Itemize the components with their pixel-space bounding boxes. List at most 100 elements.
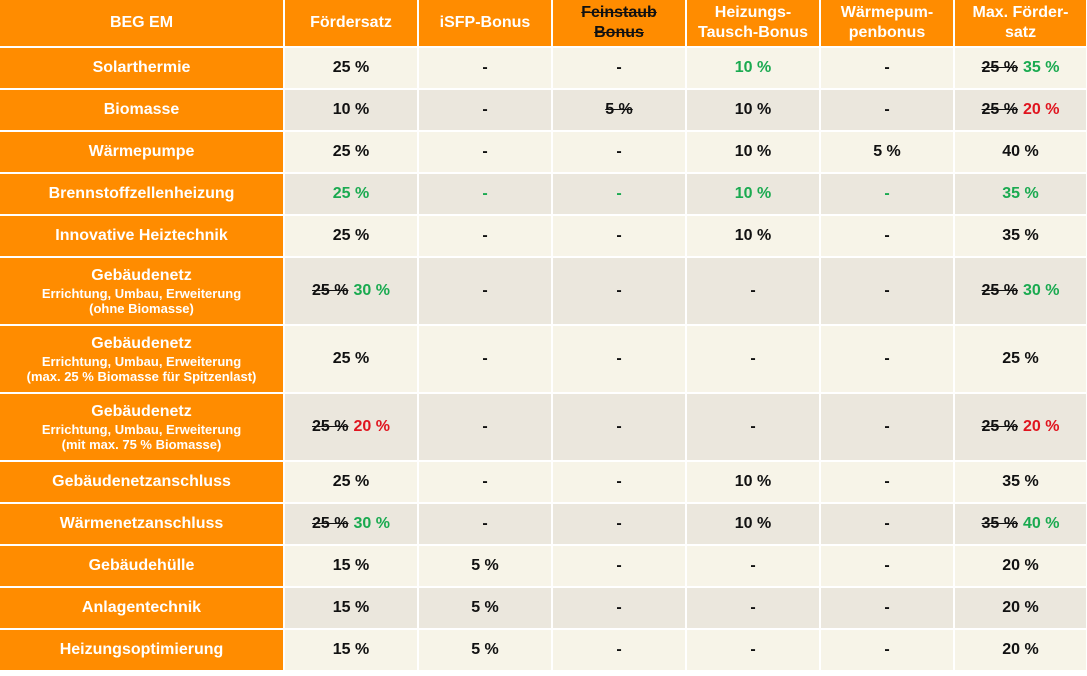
value: - bbox=[884, 515, 890, 532]
value-cell: - bbox=[552, 257, 687, 326]
old-value: 25 % bbox=[981, 59, 1018, 76]
value-cell: 25 % bbox=[284, 131, 419, 174]
value: - bbox=[750, 599, 756, 616]
value-cell: - bbox=[418, 503, 553, 546]
header-row: BEG EM Fördersatz iSFP-Bonus Feinstaub Bo… bbox=[0, 0, 1087, 48]
value-cell: - bbox=[418, 393, 553, 462]
table-row: Solarthermie 25 % - - 10 % - 25 % 35 % bbox=[0, 47, 1087, 90]
value-cell: - bbox=[820, 215, 955, 258]
value: - bbox=[750, 418, 756, 435]
value: 25 % bbox=[332, 143, 370, 160]
value: - bbox=[482, 350, 488, 367]
value: - bbox=[616, 185, 622, 202]
value-cell: 15 % bbox=[284, 629, 419, 672]
header-line: satz bbox=[1004, 24, 1037, 41]
row-label: Gebäudenetz Errichtung, Umbau, Erweiterun… bbox=[0, 257, 285, 326]
table-row: Anlagentechnik 15 % 5 % - - - 20 % bbox=[0, 587, 1087, 630]
row-label: Wärmepumpe bbox=[0, 131, 285, 174]
value-cell: 40 % bbox=[954, 131, 1087, 174]
value-cell: 25 % bbox=[284, 325, 419, 394]
value-cell: 10 % bbox=[686, 173, 821, 216]
value-cell: - bbox=[686, 545, 821, 588]
value: 20 % bbox=[1023, 418, 1060, 435]
value-cell: - bbox=[820, 503, 955, 546]
row-label-main: Gebäudenetz bbox=[91, 267, 192, 284]
value-cell: 10 % bbox=[284, 89, 419, 132]
row-label-main: Wärmenetzanschluss bbox=[59, 515, 224, 532]
value-cell: 25 % 30 % bbox=[284, 257, 419, 326]
value-cell: - bbox=[820, 47, 955, 90]
table-row: Biomasse 10 % - 5 % 10 % - 25 % 20 % bbox=[0, 89, 1087, 132]
header-cell: BEG EM bbox=[0, 0, 285, 48]
value: - bbox=[482, 227, 488, 244]
row-label: Innovative Heiztechnik bbox=[0, 215, 285, 258]
header-line: Tausch-Bonus bbox=[698, 24, 808, 41]
value: - bbox=[616, 282, 622, 299]
header-line: Max. Förder- bbox=[972, 4, 1069, 21]
value-cell: 10 % bbox=[686, 215, 821, 258]
value: - bbox=[616, 599, 622, 616]
value-cell: 5 % bbox=[418, 587, 553, 630]
row-label-sub: Errichtung, Umbau, Erweiterung bbox=[41, 286, 242, 301]
row-label: Biomasse bbox=[0, 89, 285, 132]
value-cell: - bbox=[820, 545, 955, 588]
value-cell: - bbox=[552, 325, 687, 394]
value-cell: 35 % bbox=[954, 461, 1087, 504]
row-label-main: Heizungsoptimierung bbox=[59, 641, 224, 658]
table-body: Solarthermie 25 % - - 10 % - 25 % 35 % Biomasse 1… bbox=[0, 47, 1087, 672]
row-label-main: Gebäudenetz bbox=[91, 335, 192, 352]
value: 35 % bbox=[1002, 227, 1039, 244]
value: 20 % bbox=[353, 418, 390, 435]
header-cell: Wärmepum-penbonus bbox=[820, 0, 955, 48]
value-cell: - bbox=[686, 393, 821, 462]
header-cell: iSFP-Bonus bbox=[418, 0, 553, 48]
value: - bbox=[616, 227, 622, 244]
value-cell: - bbox=[418, 173, 553, 216]
header-line: Feinstaub bbox=[581, 4, 657, 21]
value: 25 % bbox=[332, 473, 370, 490]
row-label: Heizungsoptimierung bbox=[0, 629, 285, 672]
value-cell: - bbox=[820, 461, 955, 504]
value-cell: 5 % bbox=[820, 131, 955, 174]
row-label: Solarthermie bbox=[0, 47, 285, 90]
value: 10 % bbox=[734, 227, 772, 244]
value: 40 % bbox=[1023, 515, 1060, 532]
value-cell: - bbox=[820, 173, 955, 216]
value: 15 % bbox=[332, 557, 370, 574]
old-value: 25 % bbox=[312, 515, 349, 532]
value-cell: - bbox=[418, 215, 553, 258]
value: 5 % bbox=[471, 557, 499, 574]
row-label-sub: Errichtung, Umbau, Erweiterung bbox=[41, 422, 242, 437]
value-cell: - bbox=[686, 629, 821, 672]
value-cell: 25 % bbox=[954, 325, 1087, 394]
value: - bbox=[482, 143, 488, 160]
value: - bbox=[616, 473, 622, 490]
table-row: Gebäudehülle 15 % 5 % - - - 20 % bbox=[0, 545, 1087, 588]
value-cell: - bbox=[820, 325, 955, 394]
value-cell: 25 % 20 % bbox=[284, 393, 419, 462]
table-row: Brennstoffzellenheizung 25 % - - 10 % - 35 % bbox=[0, 173, 1087, 216]
value-cell: 25 % 20 % bbox=[954, 89, 1087, 132]
row-label-sub: (mit max. 75 % Biomasse) bbox=[61, 437, 222, 452]
table-row: Gebäudenetz Errichtung, Umbau, Erweiterun… bbox=[0, 325, 1087, 394]
row-label: Gebäudenetzanschluss bbox=[0, 461, 285, 504]
value-cell: - bbox=[820, 629, 955, 672]
value-cell: - bbox=[418, 461, 553, 504]
value: - bbox=[482, 418, 488, 435]
value-cell: 25 % 30 % bbox=[284, 503, 419, 546]
value-cell: - bbox=[418, 325, 553, 394]
value: 35 % bbox=[1023, 59, 1060, 76]
table-row: Wärmepumpe 25 % - - 10 % 5 % 40 % bbox=[0, 131, 1087, 174]
header-cell: Fördersatz bbox=[284, 0, 419, 48]
value-cell: 35 % 40 % bbox=[954, 503, 1087, 546]
value: 30 % bbox=[353, 282, 390, 299]
value: 5 % bbox=[471, 641, 499, 658]
value-cell: 10 % bbox=[686, 503, 821, 546]
value: 10 % bbox=[734, 515, 772, 532]
value-cell: 10 % bbox=[686, 47, 821, 90]
value: 10 % bbox=[734, 185, 772, 202]
value-cell: 35 % bbox=[954, 173, 1087, 216]
row-label: Wärmenetzanschluss bbox=[0, 503, 285, 546]
value: 15 % bbox=[332, 641, 370, 658]
value-cell: 15 % bbox=[284, 587, 419, 630]
